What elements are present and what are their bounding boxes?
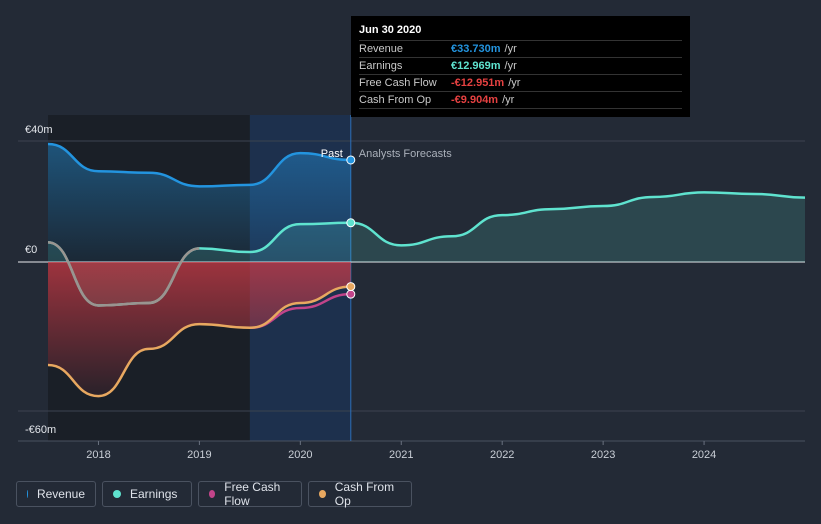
legend: Revenue Earnings Free Cash Flow Cash Fro… <box>16 480 412 508</box>
tooltip-value: €12.969m <box>451 60 501 72</box>
legend-label: Revenue <box>36 487 85 501</box>
legend-item-free-cash-flow[interactable]: Free Cash Flow <box>198 480 302 508</box>
earnings-area <box>48 192 805 306</box>
cash-from-op-marker <box>346 282 356 292</box>
areas <box>48 144 805 397</box>
y-tick-label: €40m <box>25 124 53 136</box>
tooltip-value: €33.730m <box>451 43 501 55</box>
legend-label: Free Cash Flow <box>224 480 281 508</box>
markers <box>346 155 356 299</box>
y-tick-label: €0 <box>25 244 37 256</box>
tooltip-label: Free Cash Flow <box>359 77 437 89</box>
x-tick-label: 2022 <box>490 449 514 461</box>
past-label: Past <box>321 148 343 160</box>
legend-item-earnings[interactable]: Earnings <box>102 481 192 507</box>
tooltip-row-earnings: Earnings €12.969m /yr <box>359 58 682 75</box>
legend-label: Cash From Op <box>334 480 395 508</box>
tooltip-row-revenue: Revenue €33.730m /yr <box>359 41 682 58</box>
earnings-marker <box>346 218 356 228</box>
revenue-area <box>48 144 351 262</box>
revenue-dot-icon <box>27 490 28 498</box>
tooltip-row-cfo: Cash From Op -€9.904m /yr <box>359 92 682 109</box>
free-cash-flow-marker <box>346 289 356 299</box>
tooltip-unit: /yr <box>504 43 517 55</box>
forecast-label: Analysts Forecasts <box>359 148 452 160</box>
cash-from-op-line <box>47 285 351 398</box>
earnings-negative-line <box>47 241 200 307</box>
legend-item-cash-from-op[interactable]: Cash From Op <box>308 480 412 508</box>
tooltip-label: Cash From Op <box>359 94 432 106</box>
x-tick-label: 2021 <box>389 449 413 461</box>
revenue-line <box>47 142 351 188</box>
tooltip-date: Jun 30 2020 <box>359 24 682 41</box>
tooltip-unit: /yr <box>502 94 515 106</box>
legend-item-revenue[interactable]: Revenue <box>16 481 96 507</box>
cash-from-op-area <box>48 262 351 397</box>
tooltip-label: Revenue <box>359 43 404 55</box>
tooltip: Jun 30 2020 Revenue €33.730m /yr Earning… <box>351 16 690 117</box>
tooltip-unit: /yr <box>504 60 517 72</box>
y-tick-label: -€60m <box>25 424 56 436</box>
earnings-dot-icon <box>113 490 121 498</box>
tooltip-label: Earnings <box>359 60 403 72</box>
x-tick-label: 2023 <box>591 449 615 461</box>
lines <box>47 142 806 398</box>
tooltip-unit: /yr <box>508 77 521 89</box>
x-tick-label: 2018 <box>86 449 110 461</box>
x-tick-label: 2024 <box>692 449 716 461</box>
x-tick-label: 2020 <box>288 449 312 461</box>
legend-label: Earnings <box>130 487 178 501</box>
tooltip-value: -€12.951m <box>451 77 505 89</box>
tooltip-value: -€9.904m <box>451 94 499 106</box>
free-cash-flow-dot-icon <box>209 490 216 498</box>
labels: €40m €0 -€60m 2018 2019 2020 2021 2022 2023 2024 P… <box>25 124 716 461</box>
cash-from-op-dot-icon <box>319 490 326 498</box>
x-tick-label: 2019 <box>187 449 211 461</box>
tooltip-row-fcf: Free Cash Flow -€12.951m /yr <box>359 75 682 92</box>
revenue-marker <box>346 155 356 165</box>
